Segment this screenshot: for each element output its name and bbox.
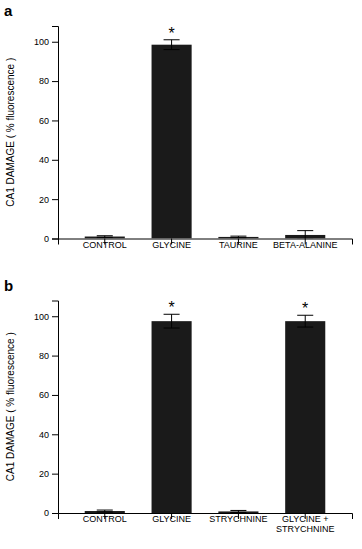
y-tick: 80 [39,351,58,361]
y-tick-mark [52,160,58,161]
x-axis: CONTROL GLYCINE STRYCHNINE GLYCINE +STRYCHN… [59,513,353,534]
x-tick-label: TAURINE [219,240,258,250]
error-bar-cap [297,230,313,231]
x-tick: STRYCHNINE [209,513,267,524]
y-tick: 40 [39,430,58,440]
annotation: * [168,299,174,316]
y-tick: 60 [39,390,58,400]
y-tick-mark [52,81,58,82]
y-axis: 0 20 40 60 80 100 [34,301,59,518]
bar [85,511,125,513]
bar [85,237,125,239]
error-bar-stem [305,231,306,239]
x-tick-label: GLYCINE [152,514,191,524]
y-axis-line [52,27,59,240]
error-bar [97,510,113,512]
bar [152,45,192,239]
annotation: * [302,300,308,317]
figure: CONTROL GLYCINE TAURINE BETA-ALANINE 0 20 40 60… [0,0,362,549]
bar [152,321,192,513]
x-tick-label: GLYCINE +STRYCHNINE [276,514,334,534]
error-bar-cap [297,327,313,328]
y-tick: 80 [39,76,58,86]
x-tick: CONTROL [83,239,127,250]
y-tick-mark [52,434,58,435]
y-axis-line [52,301,59,514]
error-bar-cap [97,235,113,236]
y-tick: 100 [34,37,58,47]
error-bar-cap [230,236,246,237]
error-bar [164,314,180,328]
y-tick-label: 0 [44,234,49,244]
bar [218,237,258,239]
y-tick-label: 0 [44,508,49,518]
y-tick-label: 80 [39,351,49,361]
y-tick-label: 100 [34,37,49,47]
y-tick: 20 [39,469,58,479]
y-tick-label: 40 [39,430,49,440]
annotation: * [168,25,174,42]
error-bar-cap [164,328,180,329]
y-tick: 20 [39,195,58,205]
panel-label: a [4,2,13,19]
error-bar-cap [230,512,246,513]
error-bar-cap [164,49,180,50]
x-tick-label: GLYCINE [152,240,191,250]
y-tick-mark [52,239,58,240]
error-bar-cap [230,237,246,238]
y-tick: 40 [39,155,58,165]
error-bar [230,236,246,238]
y-tick: 0 [44,234,58,244]
y-tick-mark [52,356,58,357]
y-tick-label: 20 [39,195,49,205]
x-tick: TAURINE [219,239,258,250]
x-tick: GLYCINE [152,239,191,250]
bar [218,511,258,513]
y-tick-label: 60 [39,116,49,126]
x-tick-label: CONTROL [83,514,127,524]
x-tick: GLYCINE [152,513,191,524]
error-bar-cap [97,512,113,513]
error-bar-cap [230,510,246,511]
y-axis-title: CA1 DAMAGE ( % fluorescence ) [5,332,16,481]
y-tick-label: 20 [39,469,49,479]
panel: CONTROL GLYCINE TAURINE BETA-ALANINE 0 20 40 60… [4,2,353,250]
y-tick-label: 40 [39,155,49,165]
error-bar [230,510,246,512]
y-tick-mark [52,199,58,200]
y-axis-title: CA1 DAMAGE ( % fluorescence ) [5,58,16,207]
error-bar-cap [97,510,113,511]
y-axis: 0 20 40 60 80 100 [34,27,59,244]
error-bar-stem [171,314,172,328]
plot-area [85,40,326,239]
x-tick-label: CONTROL [83,240,127,250]
y-tick-mark [52,316,58,317]
bar [285,321,325,513]
panel-label: b [4,277,13,294]
y-tick: 0 [44,508,58,518]
x-tick-label: BETA-ALANINE [273,240,337,250]
y-tick-mark [52,42,58,43]
error-bar-cap [97,237,113,238]
x-tick: BETA-ALANINE [273,239,337,250]
error-bar [97,236,113,238]
y-tick: 100 [34,312,58,322]
y-tick-label: 100 [34,312,49,322]
y-tick-mark [52,120,58,121]
y-tick-mark [52,513,58,514]
y-tick: 60 [39,116,58,126]
error-bar [297,231,313,239]
y-tick-label: 80 [39,76,49,86]
plot-area [85,314,326,513]
panel: CONTROL GLYCINE STRYCHNINE GLYCINE +STRYCHN… [4,277,353,534]
x-tick: GLYCINE +STRYCHNINE [276,513,334,534]
x-tick-label: STRYCHNINE [209,514,267,524]
x-axis: CONTROL GLYCINE TAURINE BETA-ALANINE [59,239,353,250]
x-tick: CONTROL [83,513,127,524]
y-tick-mark [52,395,58,396]
y-tick-label: 60 [39,390,49,400]
y-tick-mark [52,474,58,475]
